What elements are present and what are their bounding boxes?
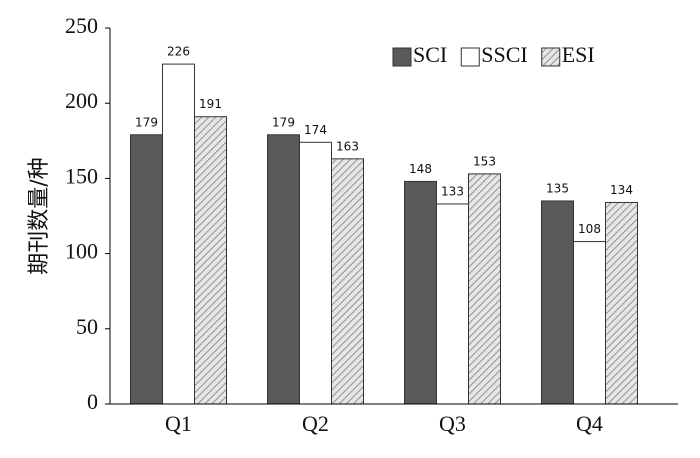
x-tick-label: Q3	[439, 411, 466, 436]
bar	[541, 200, 574, 405]
data-label: 174	[304, 123, 327, 137]
legend-swatch	[460, 47, 480, 67]
data-label: 108	[578, 222, 601, 236]
bar	[436, 203, 469, 405]
data-label: 191	[199, 97, 222, 111]
data-label: 179	[135, 115, 158, 129]
bar	[331, 158, 364, 405]
bar	[404, 180, 437, 405]
legend-swatch	[392, 47, 412, 67]
data-label: 148	[409, 162, 432, 176]
bar	[130, 134, 163, 405]
bar	[194, 116, 227, 405]
bar	[299, 141, 332, 405]
bar	[162, 63, 195, 405]
data-label: 134	[610, 183, 633, 197]
bar	[573, 241, 606, 405]
legend-swatch	[541, 47, 561, 67]
bar	[267, 134, 300, 405]
y-tick-label: 200	[65, 88, 98, 113]
x-tick-label: Q4	[576, 411, 603, 436]
legend-label: SCI	[413, 42, 447, 67]
data-label: 163	[336, 139, 359, 153]
data-label: 153	[473, 154, 496, 168]
data-label: 135	[546, 181, 569, 195]
data-label: 226	[167, 45, 190, 59]
y-tick-label: 150	[65, 163, 98, 188]
bar	[605, 201, 638, 405]
y-tick-label: 0	[87, 389, 98, 414]
x-tick-label: Q1	[165, 411, 192, 436]
legend-label: ESI	[562, 42, 595, 67]
bar	[468, 173, 501, 405]
data-label: 179	[272, 115, 295, 129]
legend-label: SSCI	[481, 42, 527, 67]
data-label: 133	[441, 184, 464, 198]
y-tick-label: 250	[65, 13, 98, 38]
y-tick-label: 100	[65, 239, 98, 264]
y-tick-label: 50	[76, 314, 98, 339]
x-tick-label: Q2	[302, 411, 329, 436]
y-axis-label: 期刊数量/种	[27, 157, 52, 274]
